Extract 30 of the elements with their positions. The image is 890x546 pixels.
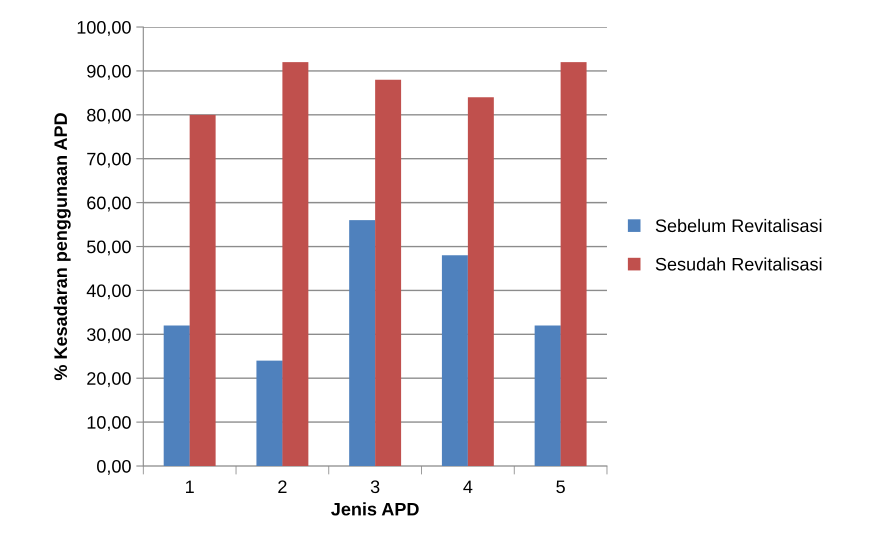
y-tick-label: 100,00	[78, 20, 131, 36]
legend-label: Sesudah Revitalisasi	[656, 257, 822, 271]
y-tick-label: 60,00	[87, 196, 131, 212]
y-tick-label: 30,00	[86, 328, 131, 344]
y-tick-label: 70,00	[87, 152, 131, 168]
x-tick-label: 4	[463, 480, 472, 493]
y-tick-label: 90,00	[87, 64, 131, 80]
bar	[468, 97, 494, 466]
y-tick-label: 10,00	[88, 416, 131, 431]
bar	[442, 255, 468, 466]
y-tick-label: 20,00	[87, 372, 131, 388]
x-tick-label: 1	[186, 480, 194, 493]
x-tick-label: 3	[370, 480, 380, 494]
y-tick-label: 40,00	[86, 284, 131, 300]
x-tick-label: 2	[278, 480, 287, 493]
x-tick-label: 5	[556, 480, 565, 494]
bar	[375, 80, 402, 466]
x-axis-title: Jenis APD	[331, 502, 419, 516]
bar	[256, 360, 282, 466]
bar	[164, 326, 190, 466]
bar	[190, 114, 216, 466]
y-tick-label: 0,00	[97, 460, 131, 475]
bar	[282, 62, 308, 466]
y-tick-label: 50,00	[87, 240, 131, 256]
bar	[349, 220, 376, 466]
bar	[534, 326, 561, 466]
y-axis-title: % Kesadaran penggunaan APD	[54, 113, 71, 380]
legend-label: Sebelum Revitalisasi	[656, 218, 822, 232]
y-tick-label: 80,00	[87, 108, 131, 124]
bar	[560, 62, 587, 466]
